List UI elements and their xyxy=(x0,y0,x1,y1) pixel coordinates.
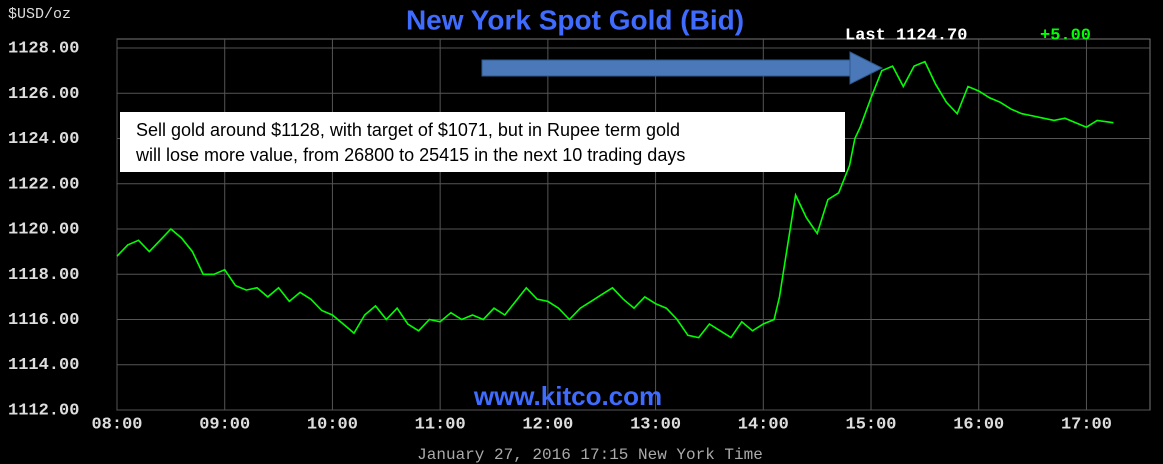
x-tick-label: 11:00 xyxy=(415,415,466,434)
x-tick-label: 16:00 xyxy=(953,415,1004,434)
x-tick-label: 12:00 xyxy=(522,415,573,434)
annotation-box xyxy=(120,112,845,172)
series xyxy=(116,60,1114,339)
arrow-body xyxy=(481,59,853,77)
annotation-line: Sell gold around $1128, with target of $… xyxy=(136,120,680,140)
y-tick-label: 1128.00 xyxy=(8,40,79,59)
grid xyxy=(116,39,1150,411)
y-tick-label: 1122.00 xyxy=(8,175,79,194)
price-line xyxy=(116,60,1114,339)
y-axis-label: $USD/oz xyxy=(8,6,71,23)
x-tick-label: 17:00 xyxy=(1061,415,1112,434)
chart-title: New York Spot Gold (Bid) xyxy=(406,4,744,35)
y-tick-label: 1126.00 xyxy=(8,85,79,104)
y-tick-label: 1118.00 xyxy=(8,266,79,285)
plot-frame xyxy=(116,38,1151,411)
watermark: www.kitco.com xyxy=(473,381,662,411)
last-label: Last 1124.70 xyxy=(845,26,967,45)
x-tick-label: 10:00 xyxy=(307,415,358,434)
x-tick-label: 09:00 xyxy=(199,415,250,434)
y-tick-label: 1114.00 xyxy=(8,356,79,375)
y-tick-label: 1120.00 xyxy=(8,221,79,240)
change-label: +5.00 xyxy=(1040,26,1091,45)
y-tick-label: 1124.00 xyxy=(8,130,79,149)
x-tick-label: 08:00 xyxy=(91,415,142,434)
y-tick-label: 1116.00 xyxy=(8,311,79,330)
arrow xyxy=(481,51,884,85)
annotation-line: will lose more value, from 26800 to 2541… xyxy=(135,145,685,165)
y-tick-label: 1112.00 xyxy=(8,401,79,420)
footer: January 27, 2016 17:15 New York Time xyxy=(417,446,763,464)
x-tick-label: 13:00 xyxy=(630,415,681,434)
x-tick-label: 14:00 xyxy=(738,415,789,434)
arrow-head xyxy=(849,51,884,85)
x-tick-label: 15:00 xyxy=(846,415,897,434)
